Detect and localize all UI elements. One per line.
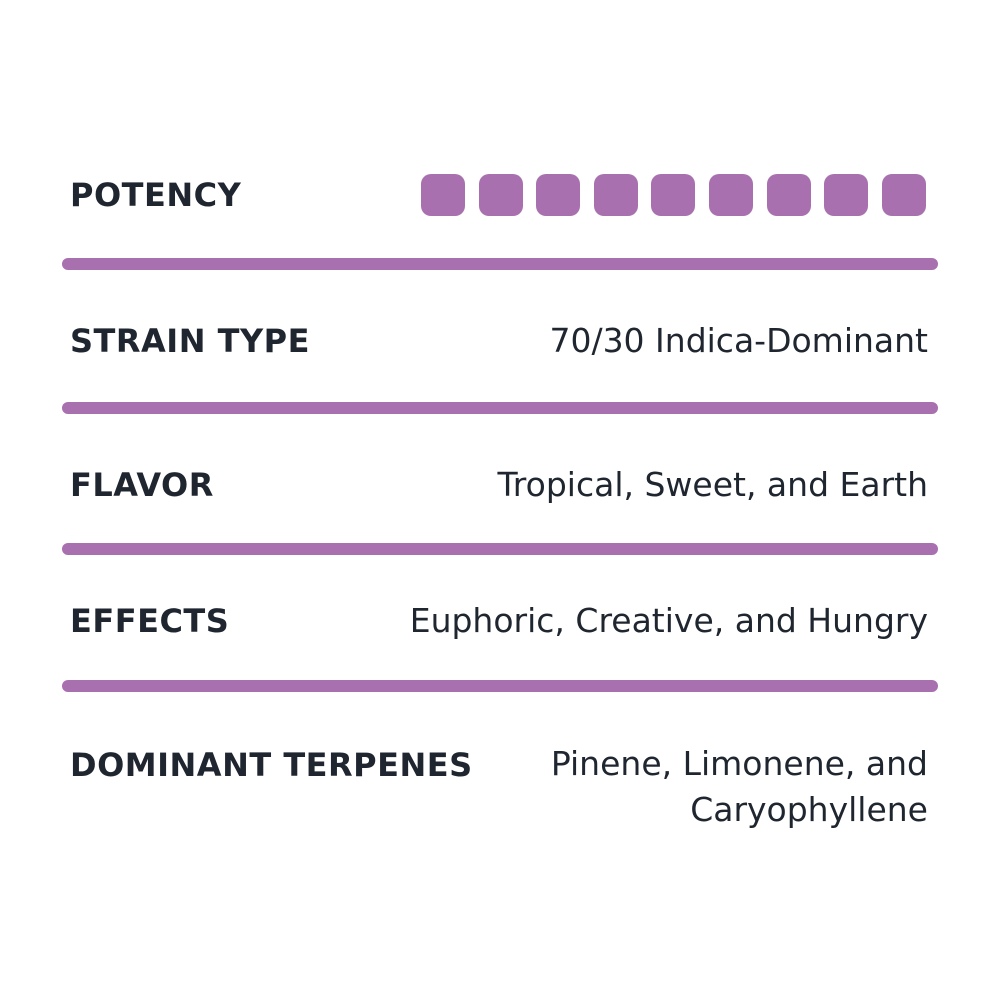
terpenes-label: DOMINANT TERPENES [70, 746, 473, 784]
potency-square [881, 174, 926, 216]
strain-type-value: 70/30 Indica-Dominant [549, 321, 928, 360]
terpenes-value-line: Caryophyllene [690, 790, 928, 829]
potency-square [708, 174, 753, 216]
strain-type-label: STRAIN TYPE [70, 322, 310, 360]
potency-square [593, 174, 638, 216]
potency-label: POTENCY [70, 176, 242, 214]
divider [62, 543, 938, 555]
flavor-value: Tropical, Sweet, and Earth [497, 465, 929, 504]
potency-meter [421, 174, 926, 216]
divider [62, 258, 938, 270]
potency-square [824, 174, 869, 216]
potency-square [478, 174, 523, 216]
terpenes-value-line: Pinene, Limonene, and [550, 744, 928, 783]
potency-square [766, 174, 811, 216]
potency-square [421, 174, 465, 216]
divider [62, 680, 938, 692]
effects-label: EFFECTS [70, 602, 230, 640]
flavor-label: FLAVOR [70, 466, 214, 504]
divider [62, 402, 938, 414]
terpenes-value: Pinene, Limonene, and Caryophyllene [551, 741, 928, 833]
potency-square [536, 174, 581, 216]
effects-value: Euphoric, Creative, and Hungry [409, 601, 928, 640]
potency-square [651, 174, 696, 216]
